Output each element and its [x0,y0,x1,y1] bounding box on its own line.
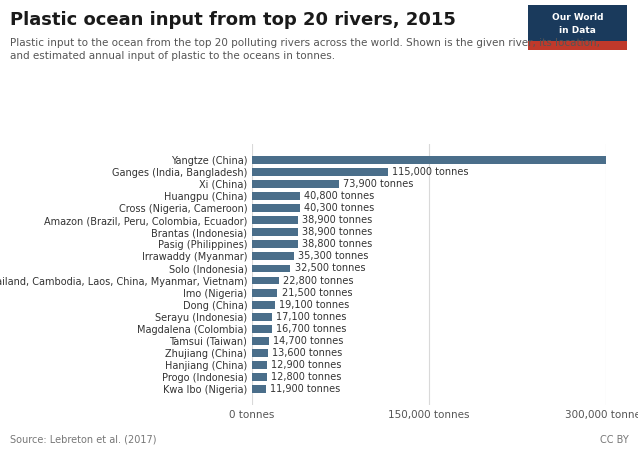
Bar [528,41,627,50]
Bar [252,373,267,381]
Text: 40,300 tonnes: 40,300 tonnes [304,203,374,213]
Text: 40,800 tonnes: 40,800 tonnes [304,191,375,201]
Text: 17,100 tonnes: 17,100 tonnes [276,312,346,322]
Bar [252,349,268,357]
Text: 11,900 tonnes: 11,900 tonnes [270,384,341,394]
Bar [252,180,339,188]
Text: Our World: Our World [552,14,604,22]
Bar [252,301,274,309]
Bar [252,192,300,200]
Text: 13,600 tonnes: 13,600 tonnes [272,348,343,358]
Bar [252,337,269,345]
Bar [528,5,627,42]
Bar [252,277,279,284]
Bar [252,385,266,393]
Text: 115,000 tonnes: 115,000 tonnes [392,167,468,177]
Text: 14,700 tonnes: 14,700 tonnes [274,336,344,346]
Text: 12,800 tonnes: 12,800 tonnes [271,372,341,382]
Bar [252,216,298,224]
Bar [252,313,272,321]
Bar [252,265,290,272]
Text: 21,500 tonnes: 21,500 tonnes [281,288,352,297]
Text: 73,900 tonnes: 73,900 tonnes [343,179,413,189]
Text: 19,100 tonnes: 19,100 tonnes [279,300,349,310]
Bar [528,42,627,50]
Text: CC BY: CC BY [600,435,628,445]
Text: 16,700 tonnes: 16,700 tonnes [276,324,346,334]
Text: 38,800 tonnes: 38,800 tonnes [302,239,372,249]
Bar [252,156,638,164]
Text: Source: Lebreton et al. (2017): Source: Lebreton et al. (2017) [10,435,156,445]
Bar [252,252,293,260]
Text: 38,900 tonnes: 38,900 tonnes [302,227,373,237]
Text: 22,800 tonnes: 22,800 tonnes [283,275,353,286]
Text: 35,300 tonnes: 35,300 tonnes [298,252,368,261]
Text: Plastic ocean input from top 20 rivers, 2015: Plastic ocean input from top 20 rivers, … [10,11,456,29]
Text: 32,500 tonnes: 32,500 tonnes [295,263,365,274]
Text: Plastic input to the ocean from the top 20 polluting rivers across the world. Sh: Plastic input to the ocean from the top … [10,38,600,62]
Text: 12,900 tonnes: 12,900 tonnes [271,360,342,370]
Text: 38,900 tonnes: 38,900 tonnes [302,215,373,225]
Bar [252,289,278,297]
Bar [252,204,300,212]
Bar [252,361,267,369]
Bar [252,325,272,333]
Text: in Data: in Data [560,26,596,35]
Bar [252,240,298,248]
Bar [252,168,388,176]
Bar [252,228,298,236]
